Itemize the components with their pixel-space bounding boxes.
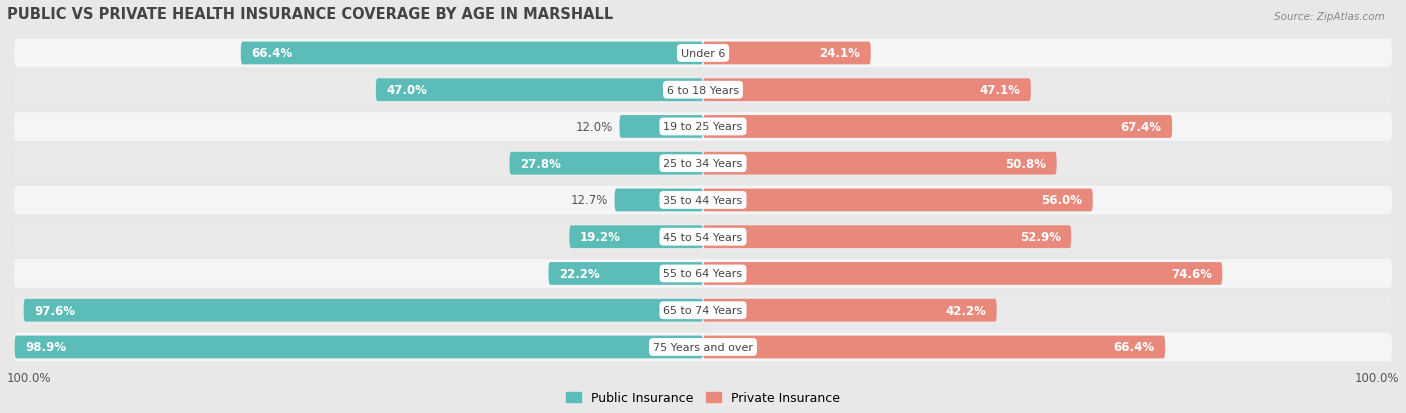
FancyBboxPatch shape xyxy=(703,79,1031,102)
FancyBboxPatch shape xyxy=(703,189,1092,212)
Text: 27.8%: 27.8% xyxy=(520,157,561,170)
Text: 35 to 44 Years: 35 to 44 Years xyxy=(664,195,742,205)
Text: 19.2%: 19.2% xyxy=(579,230,620,244)
Text: 56.0%: 56.0% xyxy=(1042,194,1083,207)
FancyBboxPatch shape xyxy=(240,43,703,65)
Text: 22.2%: 22.2% xyxy=(560,267,600,280)
FancyBboxPatch shape xyxy=(569,226,703,249)
FancyBboxPatch shape xyxy=(14,223,1392,252)
Text: 47.1%: 47.1% xyxy=(980,84,1021,97)
Text: 74.6%: 74.6% xyxy=(1171,267,1212,280)
Text: Source: ZipAtlas.com: Source: ZipAtlas.com xyxy=(1274,12,1385,22)
FancyBboxPatch shape xyxy=(24,299,703,322)
Text: PUBLIC VS PRIVATE HEALTH INSURANCE COVERAGE BY AGE IN MARSHALL: PUBLIC VS PRIVATE HEALTH INSURANCE COVER… xyxy=(7,7,613,22)
Text: 25 to 34 Years: 25 to 34 Years xyxy=(664,159,742,169)
FancyBboxPatch shape xyxy=(14,76,1392,105)
Text: 97.6%: 97.6% xyxy=(34,304,75,317)
FancyBboxPatch shape xyxy=(548,262,703,285)
FancyBboxPatch shape xyxy=(703,226,1071,249)
Text: 47.0%: 47.0% xyxy=(387,84,427,97)
Text: 67.4%: 67.4% xyxy=(1121,121,1161,134)
Text: 45 to 54 Years: 45 to 54 Years xyxy=(664,232,742,242)
FancyBboxPatch shape xyxy=(14,150,1392,178)
Text: 98.9%: 98.9% xyxy=(25,341,66,354)
Text: 24.1%: 24.1% xyxy=(820,47,860,60)
Text: 12.7%: 12.7% xyxy=(571,194,607,207)
FancyBboxPatch shape xyxy=(14,113,1392,141)
FancyBboxPatch shape xyxy=(614,189,703,212)
Text: 52.9%: 52.9% xyxy=(1019,230,1060,244)
Text: 66.4%: 66.4% xyxy=(252,47,292,60)
FancyBboxPatch shape xyxy=(703,299,997,322)
Text: 19 to 25 Years: 19 to 25 Years xyxy=(664,122,742,132)
FancyBboxPatch shape xyxy=(14,259,1392,288)
Text: Under 6: Under 6 xyxy=(681,49,725,59)
Text: 100.0%: 100.0% xyxy=(7,371,52,384)
FancyBboxPatch shape xyxy=(703,262,1222,285)
Text: 66.4%: 66.4% xyxy=(1114,341,1154,354)
Text: 42.2%: 42.2% xyxy=(945,304,986,317)
Text: 65 to 74 Years: 65 to 74 Years xyxy=(664,306,742,316)
FancyBboxPatch shape xyxy=(703,336,1166,358)
FancyBboxPatch shape xyxy=(703,152,1056,175)
FancyBboxPatch shape xyxy=(14,336,703,358)
Text: 6 to 18 Years: 6 to 18 Years xyxy=(666,85,740,95)
Text: 12.0%: 12.0% xyxy=(575,121,613,134)
Text: 75 Years and over: 75 Years and over xyxy=(652,342,754,352)
FancyBboxPatch shape xyxy=(14,40,1392,68)
Text: 100.0%: 100.0% xyxy=(1354,371,1399,384)
Text: 50.8%: 50.8% xyxy=(1005,157,1046,170)
Legend: Public Insurance, Private Insurance: Public Insurance, Private Insurance xyxy=(561,386,845,409)
FancyBboxPatch shape xyxy=(620,116,703,138)
FancyBboxPatch shape xyxy=(509,152,703,175)
FancyBboxPatch shape xyxy=(14,296,1392,325)
FancyBboxPatch shape xyxy=(14,186,1392,215)
FancyBboxPatch shape xyxy=(14,333,1392,361)
FancyBboxPatch shape xyxy=(703,43,870,65)
FancyBboxPatch shape xyxy=(375,79,703,102)
FancyBboxPatch shape xyxy=(703,116,1173,138)
Text: 55 to 64 Years: 55 to 64 Years xyxy=(664,269,742,279)
